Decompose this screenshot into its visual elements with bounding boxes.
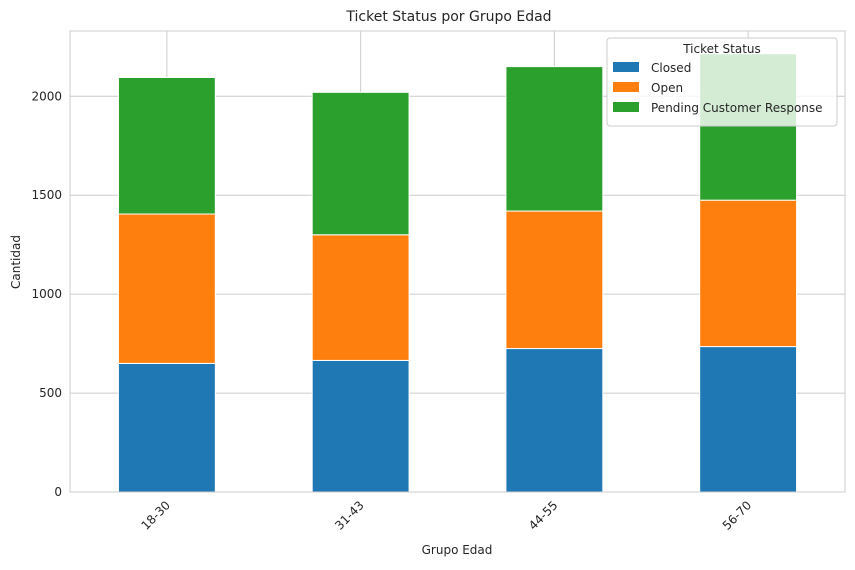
legend-items: Closed Open Pending Customer Response [613, 61, 823, 115]
y-tick-label: 500 [39, 386, 62, 400]
bar-open-18-30 [117, 213, 216, 364]
y-axis-label: Cantidad [9, 235, 23, 289]
x-axis-label: Grupo Edad [422, 543, 493, 557]
y-tick-label: 0 [54, 485, 62, 499]
plot-frame [69, 30, 846, 493]
bar-open-31-43 [311, 234, 410, 361]
legend-label: Open [651, 81, 683, 95]
x-tick-label: 56-70 [720, 498, 755, 533]
bar-pending-customer-response-31-43 [311, 91, 410, 236]
bar-open-44-55 [505, 210, 604, 350]
bars [117, 53, 798, 493]
bar-closed-18-30 [117, 362, 216, 493]
x-tick-label: 18-30 [138, 498, 173, 533]
y-tick-label: 1000 [31, 287, 62, 301]
x-tick-labels: 18-30 31-43 44-55 56-70 [138, 498, 754, 533]
legend-swatch [613, 102, 639, 112]
bar-pending-customer-response-44-55 [505, 66, 604, 212]
legend-label: Pending Customer Response [651, 101, 823, 115]
y-tick-label: 2000 [31, 89, 62, 103]
legend: Ticket Status Closed Open Pending Customer… [606, 37, 838, 127]
y-tick-labels: 0 500 1000 1500 2000 [31, 89, 62, 499]
legend-swatch [613, 62, 639, 72]
bar-open-56-70 [699, 199, 798, 348]
chart-title: Ticket Status por Grupo Edad [345, 9, 551, 25]
bar-closed-56-70 [699, 346, 798, 493]
bar-closed-31-43 [311, 359, 410, 493]
legend-label: Closed [651, 61, 691, 75]
bar-closed-44-55 [505, 348, 604, 493]
legend-box [606, 37, 838, 127]
x-tick-label: 31-43 [332, 498, 367, 533]
bar-pending-customer-response-18-30 [117, 76, 216, 215]
legend-title: Ticket Status [682, 42, 761, 56]
y-tick-label: 1500 [31, 188, 62, 202]
x-tick-label: 44-55 [526, 498, 561, 533]
legend-swatch [613, 82, 639, 92]
